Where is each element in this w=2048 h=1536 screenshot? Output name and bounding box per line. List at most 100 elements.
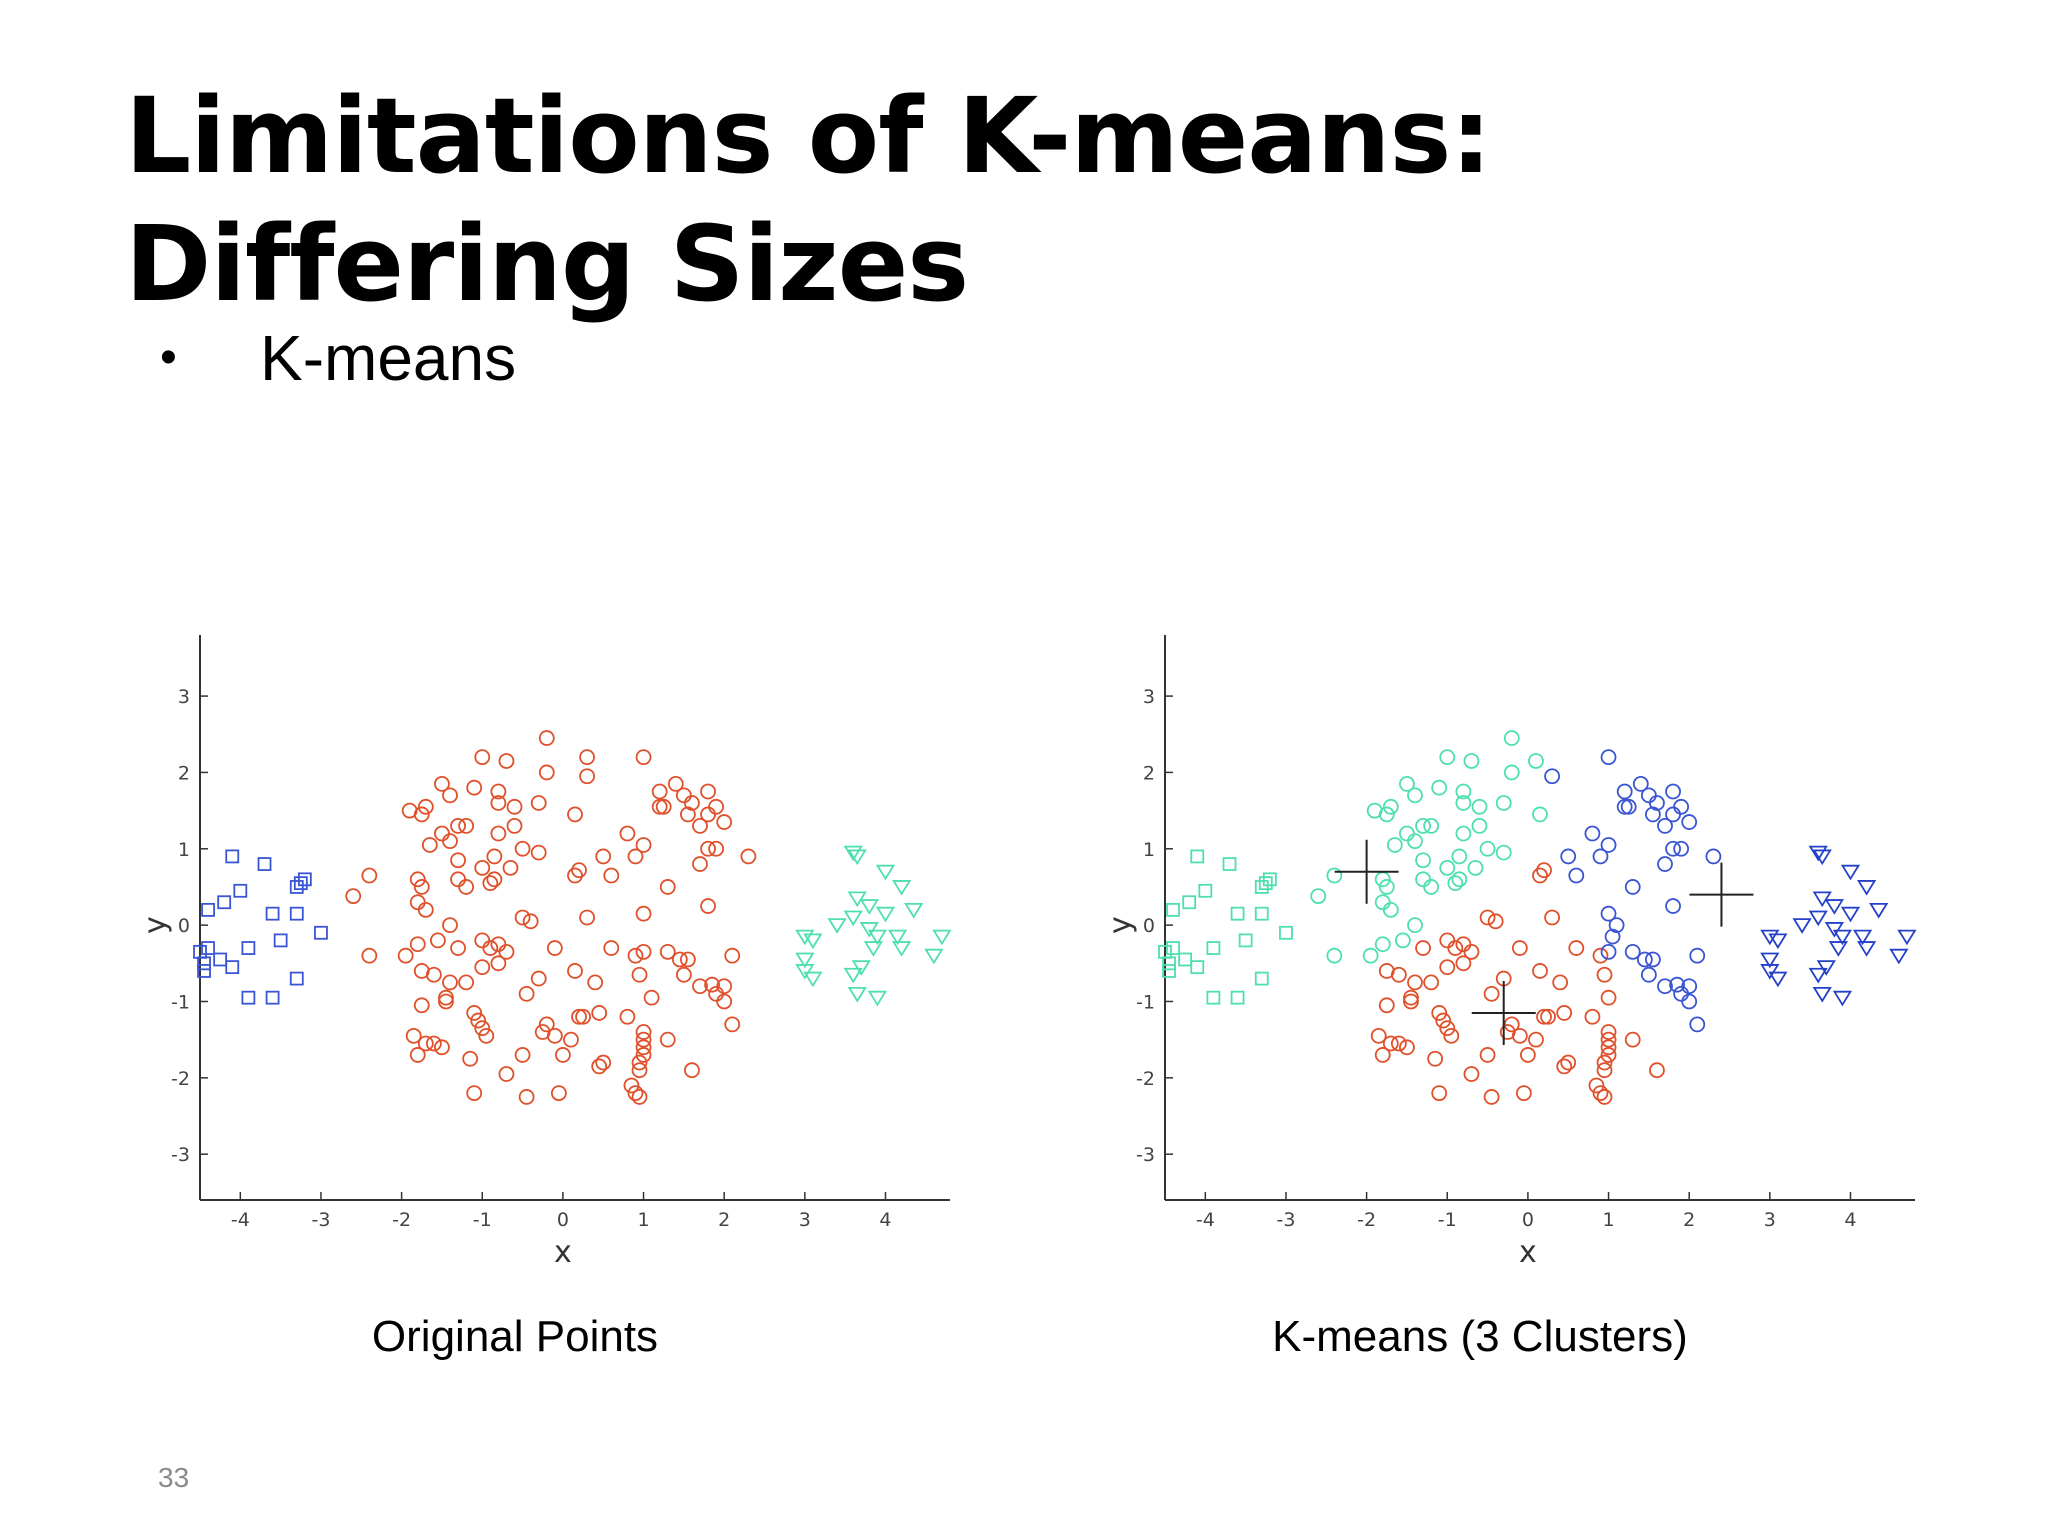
circle-marker: [409, 936, 426, 953]
circle-marker: [1616, 798, 1633, 815]
circle-marker: [1447, 875, 1464, 892]
x-tick-label: 4: [1844, 1209, 1856, 1231]
x-tick-label: -4: [1196, 1209, 1215, 1231]
circle-marker: [1407, 787, 1423, 804]
square-marker: [197, 964, 211, 978]
circle-marker: [458, 879, 475, 895]
triangle-marker: [867, 990, 888, 1007]
circle-marker: [530, 844, 547, 861]
circle-marker: [438, 993, 454, 1010]
circle-marker: [1415, 852, 1431, 869]
y-tick-label: -2: [1136, 1068, 1155, 1090]
circle-marker: [1600, 837, 1617, 853]
circle-marker: [462, 1050, 479, 1067]
y-tick-label: -3: [171, 1144, 190, 1166]
bullet-text: K-means: [260, 322, 517, 394]
x-tick-label: 3: [799, 1209, 811, 1231]
circle-marker: [591, 1058, 608, 1075]
triangle-marker: [1869, 902, 1889, 919]
triangle-marker: [1812, 986, 1832, 1003]
square-marker: [289, 880, 304, 894]
circle-marker: [1665, 898, 1681, 914]
circle-marker: [490, 783, 507, 800]
x-tick-label: 0: [1522, 1209, 1534, 1231]
circle-marker: [1536, 1008, 1552, 1025]
circle-marker: [442, 974, 458, 991]
triangle-marker: [1760, 952, 1780, 969]
y-tick-label: 2: [178, 762, 190, 784]
circle-marker: [1596, 1062, 1613, 1079]
circle-marker: [1326, 867, 1343, 884]
circle-marker: [1483, 1089, 1500, 1105]
circle-marker: [1640, 966, 1657, 983]
circle-marker: [716, 993, 733, 1010]
circle-marker: [1560, 1054, 1577, 1071]
circle-marker: [1532, 963, 1548, 979]
square-marker: [1206, 990, 1221, 1005]
circle-marker: [724, 1016, 741, 1033]
circle-marker: [1479, 909, 1496, 926]
square-marker: [1166, 902, 1180, 917]
y-tick-label: -2: [171, 1068, 190, 1090]
circle-marker: [579, 909, 595, 926]
square-marker: [241, 990, 256, 1005]
circle-marker: [1528, 1031, 1544, 1048]
triangle-marker: [847, 891, 867, 908]
circle-marker: [704, 976, 720, 993]
square-marker: [1190, 849, 1205, 864]
circle-marker: [1600, 1024, 1617, 1040]
circle-marker: [1620, 798, 1637, 815]
y-axis-label: y: [138, 916, 173, 934]
circle-marker: [1463, 1066, 1480, 1082]
circle-marker: [1596, 966, 1613, 983]
triangle-marker: [847, 849, 867, 866]
square-marker: [1230, 990, 1245, 1005]
circle-marker: [506, 798, 523, 815]
square-marker: [1254, 971, 1269, 986]
triangle-marker: [803, 971, 823, 988]
triangle-marker: [904, 902, 924, 919]
x-tick-label: -4: [231, 1209, 250, 1231]
triangle-marker: [1808, 910, 1828, 927]
circle-marker: [409, 871, 426, 888]
circle-marker: [635, 1047, 652, 1063]
caption-kmeans-clusters: K-means (3 Clusters): [1272, 1312, 1688, 1361]
circle-marker: [466, 1005, 483, 1021]
circle-marker: [1608, 917, 1625, 934]
circle-marker: [421, 837, 438, 853]
circle-marker: [587, 974, 604, 991]
circle-marker: [1645, 951, 1661, 968]
circle-marker: [708, 985, 725, 1002]
circle-marker: [1600, 749, 1617, 766]
circle-marker: [571, 862, 587, 879]
circle-marker: [631, 1062, 648, 1079]
circle-marker: [1556, 1005, 1573, 1021]
square-marker: [1162, 964, 1176, 978]
y-tick-label: 2: [1143, 762, 1155, 784]
slide-title: Limitations of K-means: Differing Sizes: [125, 75, 1492, 325]
circle-marker: [1624, 1031, 1641, 1048]
circle-marker: [498, 753, 515, 769]
circle-marker: [530, 970, 547, 987]
triangle-marker: [1897, 929, 1917, 946]
circle-marker: [1584, 1008, 1601, 1025]
circle-marker: [708, 840, 725, 857]
circle-marker: [1310, 888, 1327, 905]
circle-marker: [474, 859, 491, 876]
circle-marker: [631, 1054, 648, 1071]
circle-marker: [466, 779, 483, 796]
triangle-marker: [847, 986, 867, 1003]
triangle-marker: [1857, 880, 1877, 896]
circle-marker: [1540, 1008, 1556, 1025]
circle-marker: [1592, 947, 1609, 964]
circle-marker: [522, 913, 539, 930]
circle-marker: [514, 840, 531, 857]
circle-marker: [595, 1054, 612, 1071]
circle-marker: [450, 817, 466, 834]
circle-marker: [514, 909, 531, 926]
triangle-marker: [1808, 845, 1828, 862]
square-marker: [257, 857, 272, 871]
circle-marker: [627, 947, 644, 964]
circle-marker: [567, 867, 583, 884]
circle-marker: [651, 798, 668, 815]
